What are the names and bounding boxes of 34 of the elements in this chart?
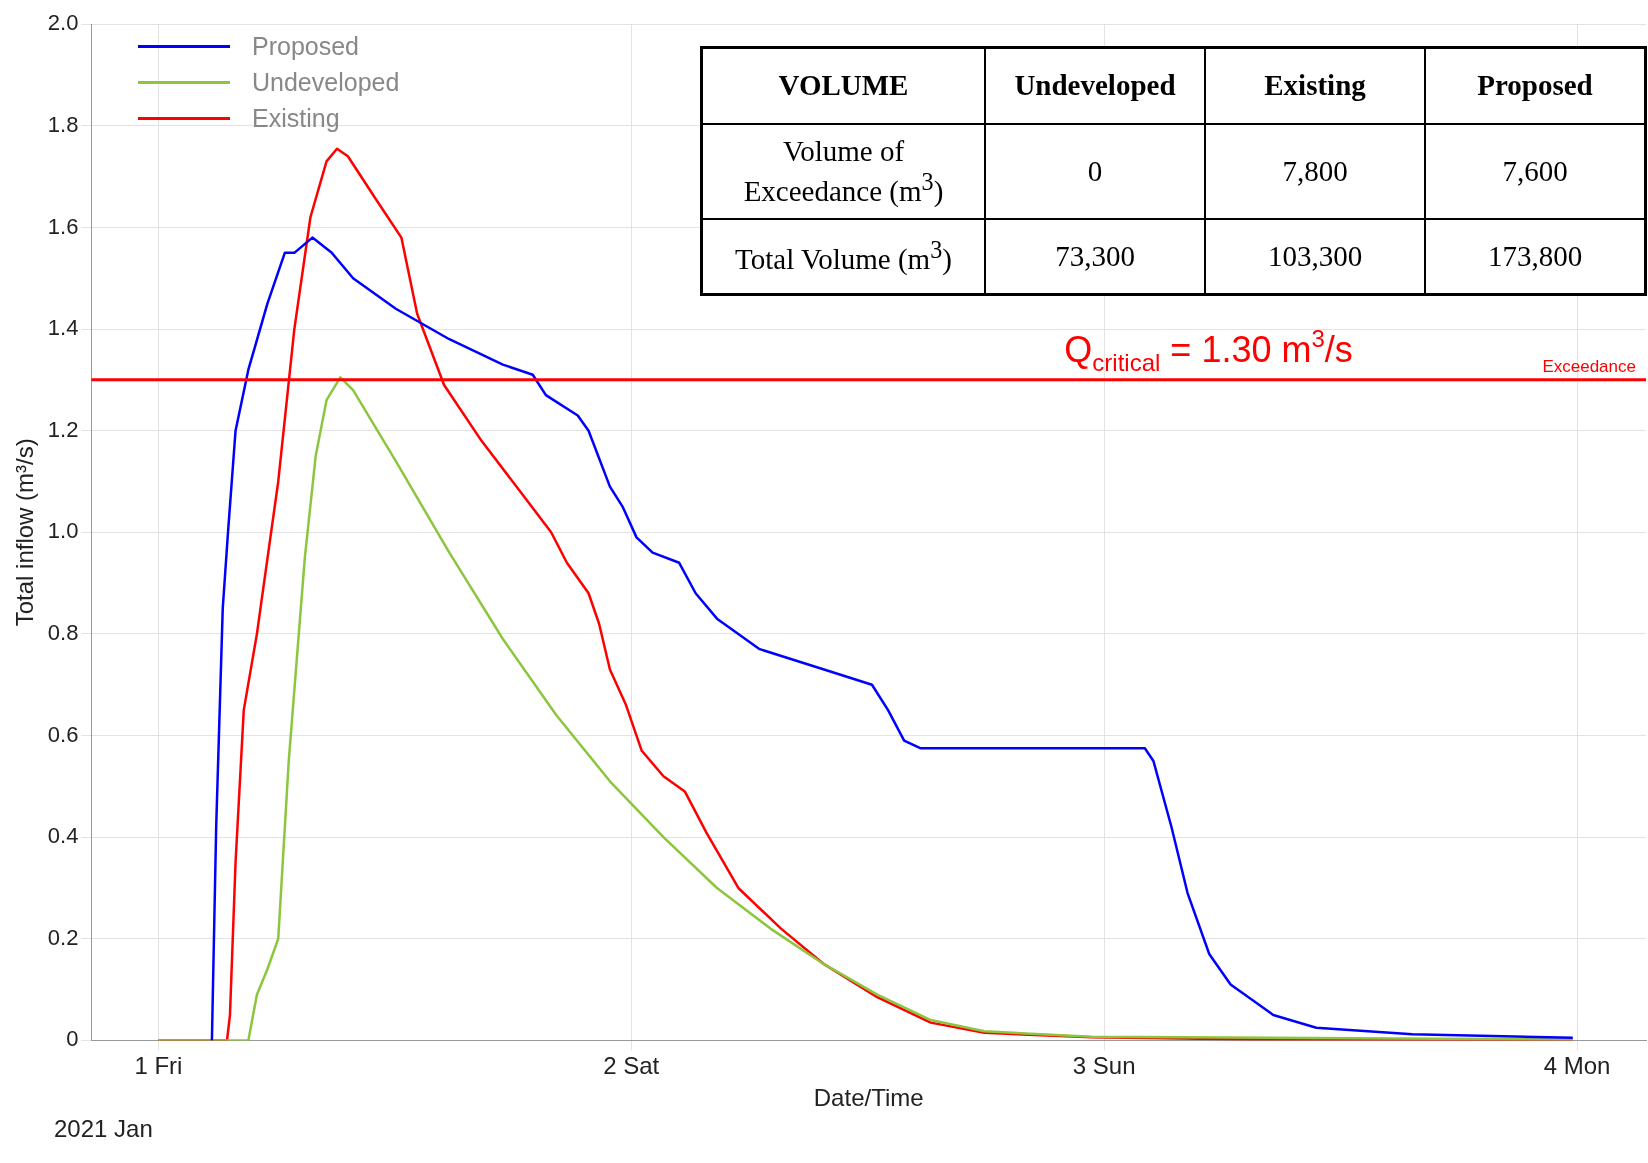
category-label: Proposed (1425, 47, 1646, 124)
ref-line-label: Exceedance (1542, 357, 1636, 377)
text: 103,300 (1267, 239, 1363, 272)
text: 2021 Jan (54, 1114, 153, 1142)
y-tick-label: 1.2 (47, 416, 79, 442)
y-tick-label: 0.2 (47, 924, 79, 950)
category-label: Volume of Exceedance (m$^{3}$) (743, 134, 944, 207)
text: 173,800 (1487, 239, 1583, 272)
x-tick-label: 2 Sat (603, 1052, 660, 1080)
y-tick-label: 1.4 (47, 315, 79, 341)
category-label: Total Volume (m$^{3}$) (735, 236, 952, 276)
category-label: Existing (1205, 47, 1425, 124)
y-tick-label: 2.0 (47, 10, 79, 36)
y-axis-title: Total inflow (m³/s) (11, 438, 39, 627)
text: 0 (1087, 154, 1103, 187)
y-tick-label: 0.4 (47, 823, 79, 849)
text: 73,300 (1055, 239, 1135, 272)
legend-label: Undeveloped (252, 67, 400, 97)
y-tick-label: 0 (66, 1026, 79, 1052)
y-tick-label: 1.6 (47, 213, 79, 239)
y-tick-label: 0.6 (47, 721, 79, 747)
x-tick-label: 1 Fri (134, 1052, 183, 1080)
legend-label: Existing (252, 103, 340, 133)
y-tick-label: 1.0 (47, 518, 79, 544)
x-tick-label: 3 Sun (1072, 1052, 1136, 1080)
y-tick-label: 0.8 (47, 619, 79, 645)
text: 7,800 (1282, 154, 1348, 187)
text: 7,600 (1502, 154, 1568, 187)
x-axis-title: Date/Time (813, 1084, 924, 1112)
y-tick-label: 1.8 (47, 111, 79, 137)
legend-label: Proposed (252, 31, 360, 61)
x-tick-label: 4 Mon (1543, 1052, 1611, 1080)
text: VOLUME (701, 47, 985, 124)
category-label: Undeveloped (985, 47, 1205, 124)
